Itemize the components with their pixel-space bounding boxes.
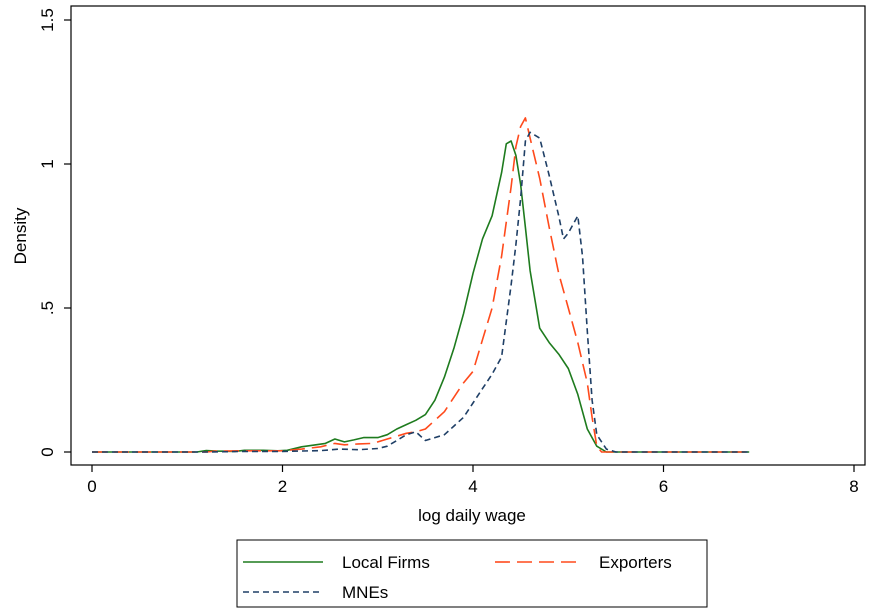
plot-frame xyxy=(70,5,866,466)
legend-label: MNEs xyxy=(342,583,388,602)
y-tick-label: 1.5 xyxy=(38,8,57,32)
x-tick-label: 4 xyxy=(468,477,477,496)
y-tick-label: 0 xyxy=(38,447,57,456)
y-axis-title: Density xyxy=(11,207,30,264)
x-tick-label: 8 xyxy=(849,477,858,496)
legend-label: Local Firms xyxy=(342,553,430,572)
y-tick-label: .5 xyxy=(38,301,57,315)
x-tick-label: 0 xyxy=(87,477,96,496)
legend-label: Exporters xyxy=(599,553,672,572)
legend: Local Firms Exporters MNEs xyxy=(236,539,708,608)
legend-box xyxy=(236,539,708,608)
x-tick-label: 6 xyxy=(659,477,668,496)
series-layer xyxy=(92,117,750,453)
series-line-exporters xyxy=(92,117,750,453)
y-axis: 0 .5 1 1.5 xyxy=(38,8,71,457)
x-axis: 0 2 4 6 8 xyxy=(87,465,859,496)
y-tick-label: 1 xyxy=(38,159,57,168)
x-tick-label: 2 xyxy=(278,477,287,496)
x-axis-title: log daily wage xyxy=(418,506,526,525)
